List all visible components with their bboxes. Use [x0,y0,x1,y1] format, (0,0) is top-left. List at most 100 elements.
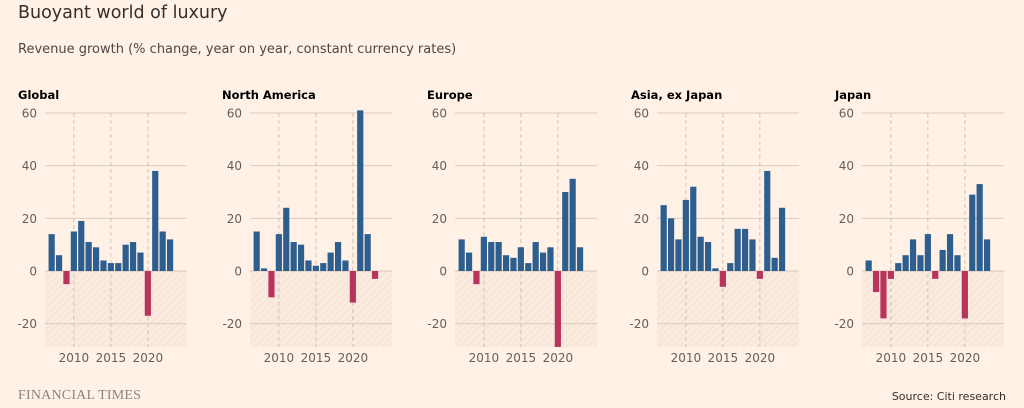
bar-2012 [85,242,92,271]
bar-2010 [682,199,689,271]
bar-2019 [137,252,144,271]
bar-2013 [297,244,305,271]
bar-2011 [488,242,495,271]
panel-title: Asia, ex Japan [631,88,722,102]
bar-2007 [253,231,260,271]
y-tick-label: 0 [29,265,37,279]
bar-2019 [954,255,961,271]
bar-2016 [320,263,327,271]
panel-asia-ex-japan: Asia, ex Japan 60 40 20 0 -20 2010 2015 2020 [629,88,799,365]
y-tick-label: -20 [222,317,242,331]
bar-2009 [880,271,887,319]
bar-2008 [55,255,63,271]
bar-2020 [756,271,763,279]
bar-2017 [532,242,539,271]
source-note: Source: Citi research [891,390,1006,403]
y-tick-label: -20 [427,317,447,331]
y-tick-label: 0 [641,265,649,279]
bar-2020 [961,271,968,319]
y-tick-label: 0 [234,265,242,279]
bar-2014 [510,257,517,271]
y-tick-label: 20 [839,212,854,226]
x-tick-label: 2015 [301,351,332,365]
bar-2022 [159,231,166,271]
y-tick-label: 60 [432,107,447,121]
panel-title: North America [222,88,316,102]
bar-2021 [764,170,771,271]
x-tick-label: 2010 [469,351,500,365]
bar-2023 [166,239,174,271]
bar-2018 [334,242,342,271]
y-tick-label: 60 [227,107,242,121]
bar-2010 [275,234,282,271]
bar-2015 [107,263,114,271]
panel-global: Global 60 40 20 0 -20 2010 2015 2020 [17,88,187,365]
bar-2011 [78,220,85,271]
y-tick-label: 20 [22,212,37,226]
y-tick-label: 40 [839,159,854,173]
bar-2016 [115,263,122,271]
bar-2020 [144,271,151,316]
bar-2011 [895,263,902,271]
panel-title: Global [18,88,59,102]
x-tick-label: 2010 [876,351,907,365]
bar-2017 [734,228,741,271]
bar-2021 [562,192,569,271]
y-tick-label: 40 [432,159,447,173]
bar-2020 [349,271,356,303]
x-tick-label: 2020 [543,351,574,365]
bar-2019 [342,260,349,271]
bar-2014 [712,268,719,271]
x-tick-label: 2010 [264,351,295,365]
bar-2016 [932,271,939,279]
bar-2013 [502,255,510,271]
bar-2015 [719,271,726,287]
bar-2019 [749,239,756,271]
bar-2018 [129,242,137,271]
y-tick-label: -20 [629,317,649,331]
bar-2023 [576,247,584,271]
panel-japan: Japan 60 40 20 0 -20 2010 2015 2020 [834,88,1004,365]
panel-north-america: North America 60 40 20 0 -20 2010 2015 2020 [222,88,392,365]
bar-2021 [969,194,976,271]
x-tick-label: 2020 [950,351,981,365]
bar-2012 [902,255,909,271]
bar-2018 [539,252,547,271]
x-tick-label: 2020 [745,351,776,365]
y-tick-label: 60 [22,107,37,121]
bar-2014 [917,255,924,271]
bar-2008 [667,218,675,271]
bar-2014 [100,260,107,271]
bar-2016 [525,263,532,271]
bar-2008 [465,252,473,271]
y-tick-label: -20 [834,317,854,331]
bar-2013 [909,239,917,271]
bar-2022 [569,178,576,271]
y-tick-label: 0 [846,265,854,279]
x-tick-label: 2010 [671,351,702,365]
bar-2017 [122,244,129,271]
x-tick-label: 2015 [506,351,537,365]
bar-2016 [727,263,734,271]
bar-2023 [371,271,379,279]
x-tick-label: 2020 [338,351,369,365]
bar-2023 [983,239,991,271]
panel-title: Japan [834,88,871,102]
bar-2009 [63,271,70,285]
bar-2022 [771,257,778,271]
panel-europe: Europe 60 40 20 0 -20 2010 2015 2020 [427,88,597,365]
bar-2011 [690,186,697,271]
bar-2014 [305,260,312,271]
bar-2011 [283,207,290,271]
bar-2007 [660,205,667,271]
ft-logo: FINANCIAL TIMES [18,388,142,403]
bar-2012 [290,242,297,271]
bar-2019 [547,247,554,271]
y-tick-label: 60 [839,107,854,121]
bar-2017 [939,249,946,271]
y-tick-label: 40 [22,159,37,173]
bar-2020 [554,271,561,347]
x-tick-label: 2015 [96,351,127,365]
bar-2009 [675,239,682,271]
